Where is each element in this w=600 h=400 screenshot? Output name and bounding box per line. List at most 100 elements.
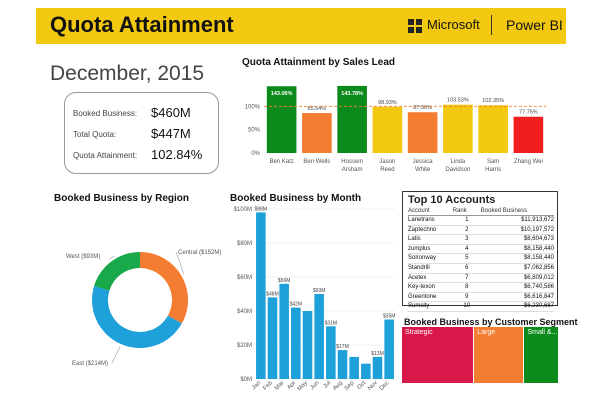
bar[interactable]: [337, 350, 348, 379]
segment-block[interactable]: Strategic: [402, 327, 474, 383]
account-cell: Solronway: [408, 253, 453, 264]
top10-header-row: Account Rank Booked Business: [408, 207, 554, 216]
booked-business-label: Booked Business:: [73, 109, 138, 118]
x-tick-label: Hossein: [341, 159, 363, 165]
x-tick-label: Jessica: [413, 159, 434, 165]
table-row[interactable]: Zaptechno 2 $10,197,572: [408, 225, 554, 236]
bar[interactable]: [372, 106, 403, 153]
account-cell: Latis: [408, 234, 453, 245]
table-row[interactable]: Sumcity 10 $6,230,687: [408, 301, 554, 312]
bar[interactable]: [513, 116, 544, 153]
leader-line: [111, 346, 121, 364]
segment-label: Small &...: [527, 329, 558, 336]
by-segment-title: Booked Business by Customer Segment: [404, 317, 578, 327]
quota-attainment-value: 102.84%: [151, 147, 203, 162]
top10-table: Account Rank Booked Business Lanetrans 1 $…: [408, 207, 554, 312]
by-region-donut-chart[interactable]: Central ($152M) East ($214M) West ($93M): [40, 205, 230, 375]
quota-attainment-label: Quota Attainment:: [73, 151, 138, 160]
column-header-booked[interactable]: Booked Business: [480, 207, 554, 216]
bar[interactable]: [384, 319, 394, 380]
total-quota-value: $447M: [151, 126, 191, 141]
x-tick-label: Reed: [380, 167, 394, 173]
rank-cell: 2: [452, 225, 481, 236]
y-tick-label: $60M: [237, 275, 252, 281]
booked-business-value: $460M: [151, 105, 191, 120]
segment-block[interactable]: Small &...: [524, 327, 558, 383]
column-header-rank[interactable]: Rank: [452, 207, 481, 216]
rank-cell: 10: [452, 301, 481, 312]
bar[interactable]: [478, 105, 508, 153]
quota-by-lead-chart[interactable]: 0% 50% 100% 143.06% Ben Katz 85.54% Ben Wells 1…: [232, 70, 562, 180]
bar[interactable]: [279, 283, 289, 379]
leader-line: [109, 255, 115, 260]
summary-card[interactable]: Booked Business: $460M Total Quota: $447…: [64, 92, 219, 174]
bar[interactable]: [314, 294, 324, 379]
bar[interactable]: [326, 326, 336, 379]
header-divider: [491, 15, 492, 35]
booked-cell: $6,616,847: [480, 292, 554, 303]
x-tick-label: Feb: [262, 380, 274, 392]
rank-cell: 4: [452, 244, 481, 255]
table-row[interactable]: Standrill 6 $7,062,856: [408, 263, 554, 274]
table-row[interactable]: Solronway 5 $8,158,440: [408, 253, 554, 264]
segment-block[interactable]: Large: [474, 327, 524, 383]
bar[interactable]: [349, 356, 359, 379]
table-row[interactable]: zumplus 4 $8,158,440: [408, 244, 554, 255]
booked-cell: $7,062,856: [480, 263, 554, 274]
bar[interactable]: [337, 85, 367, 153]
account-cell: Sumcity: [408, 301, 453, 312]
leader-line: [175, 251, 185, 275]
x-tick-label: Linda: [451, 159, 466, 165]
table-row[interactable]: Latis 3 $8,604,673: [408, 234, 554, 245]
data-label: 143.78%: [341, 91, 363, 97]
x-tick-label: Sep: [344, 380, 356, 392]
rank-cell: 8: [452, 282, 481, 293]
booked-cell: $6,809,012: [480, 273, 554, 284]
account-cell: Key-texon: [408, 282, 453, 293]
account-cell: Standrill: [408, 263, 453, 274]
bar[interactable]: [266, 86, 297, 153]
y-tick-label: 50%: [248, 128, 261, 134]
y-tick-label: 0%: [251, 151, 260, 157]
top10-title: Top 10 Accounts: [408, 194, 496, 206]
donut-slice[interactable]: [94, 252, 140, 291]
booked-cell: $6,230,687: [480, 301, 554, 312]
booked-cell: $8,604,673: [480, 234, 554, 245]
table-row[interactable]: Lanetrans 1 $11,913,672: [408, 215, 554, 226]
account-cell: Lanetrans: [408, 215, 453, 226]
table-row[interactable]: Greentone 9 $6,616,847: [408, 292, 554, 303]
by-region-title: Booked Business by Region: [54, 193, 190, 204]
rank-cell: 7: [452, 273, 481, 284]
bar[interactable]: [291, 307, 301, 379]
bar[interactable]: [256, 212, 266, 379]
table-row[interactable]: Key-texon 8 $6,740,586: [408, 282, 554, 293]
quota-by-lead-title: Quota Attainment by Sales Lead: [242, 57, 395, 68]
donut-slice[interactable]: [140, 252, 188, 324]
column-header-account[interactable]: Account: [408, 207, 453, 216]
bar[interactable]: [372, 356, 383, 379]
y-tick-label: 100%: [245, 104, 261, 110]
x-tick-label: Ben Wells: [303, 159, 330, 165]
rank-cell: 3: [452, 234, 481, 245]
page-title: Quota Attainment: [50, 12, 234, 37]
by-segment-treemap[interactable]: Strategic Large Small &...: [402, 327, 559, 383]
bar[interactable]: [361, 363, 371, 379]
booked-cell: $10,197,572: [480, 225, 554, 236]
rank-cell: 9: [452, 292, 481, 303]
table-row[interactable]: Acetex 7 $6,809,012: [408, 273, 554, 284]
account-cell: Zaptechno: [408, 225, 453, 236]
x-tick-label: Arsham: [342, 167, 363, 173]
top10-accounts-panel[interactable]: Top 10 Accounts Account Rank Booked Busi…: [402, 191, 558, 312]
by-month-chart[interactable]: $0M $20M $40M $60M $80M $100M $98M Jan $48M Feb $5…: [225, 203, 397, 398]
data-label: 102.35%: [482, 98, 504, 104]
bar[interactable]: [267, 297, 278, 379]
bar[interactable]: [302, 311, 313, 379]
x-tick-label: Jan: [251, 380, 262, 391]
bar[interactable]: [407, 112, 438, 153]
donut-slice[interactable]: [92, 285, 182, 348]
data-label: 77.75%: [519, 110, 538, 116]
bar[interactable]: [443, 104, 473, 153]
bar[interactable]: [302, 113, 332, 153]
data-label: $98M: [255, 206, 268, 212]
booked-cell: $8,158,440: [480, 244, 554, 255]
